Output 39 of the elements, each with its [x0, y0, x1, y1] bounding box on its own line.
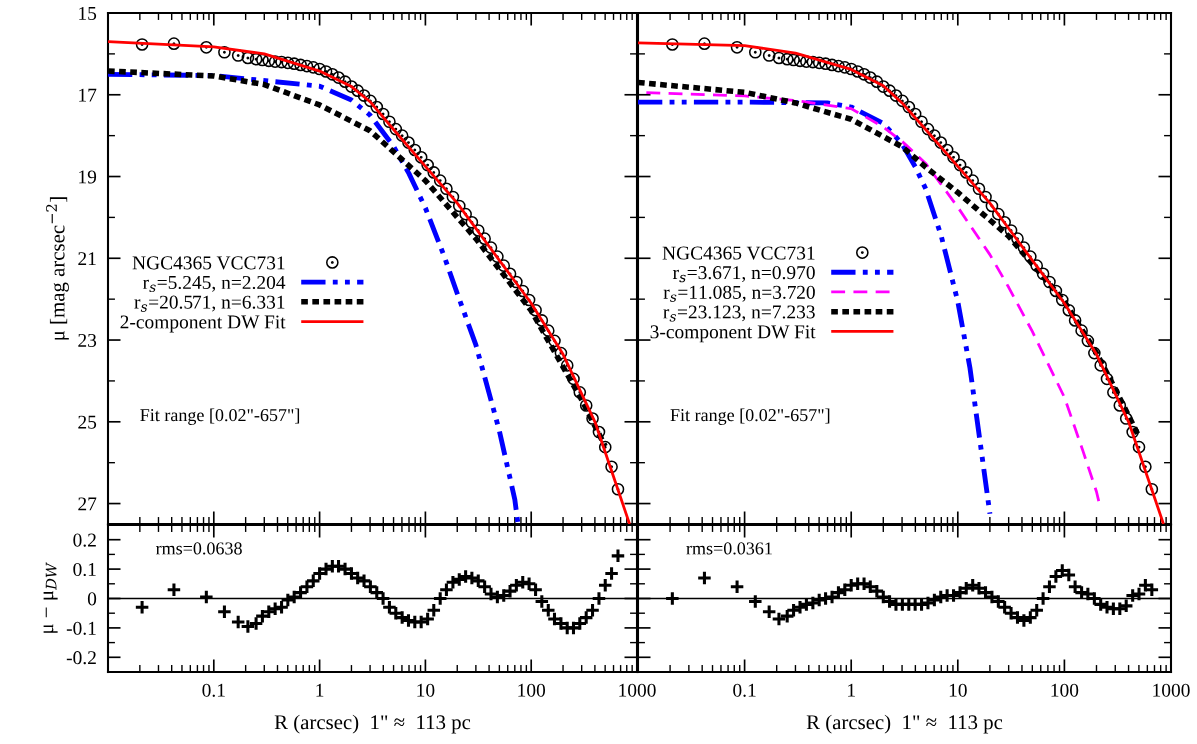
legend-label: r$_{s}$=11.085, n=3.720	[663, 285, 815, 302]
annotation: rms=0.0361	[686, 542, 772, 555]
legend-label: NGC4365 VCC731	[662, 246, 815, 260]
y-tick-label: 21	[78, 252, 96, 266]
annotation: rms=0.0638	[155, 542, 242, 555]
legend-label: 2-component DW Fit	[120, 315, 286, 333]
x-tick-label: 1	[848, 683, 855, 697]
x-axis-title: R (arcsec) 1" ≈ 113 pc	[806, 714, 1003, 734]
y-tick-label: 25	[78, 415, 97, 429]
y-tick-label: 15	[79, 6, 97, 20]
legend-label: r$_{s}$=5.245, n=2.204	[142, 275, 286, 293]
y-tick-label: 0	[87, 592, 97, 606]
x-axis-title: R (arcsec) 1" ≈ 113 pc	[274, 714, 471, 734]
x-tick-label: 10	[949, 683, 967, 697]
y-axis-title: μ [mag arcsec$^{−2}$]	[45, 197, 69, 340]
y-tick-label: 23	[78, 333, 97, 347]
y-tick-label: -0.2	[66, 651, 96, 665]
annotation: Fit range [0.02"-657"]	[670, 408, 830, 425]
x-tick-label: 1000	[619, 683, 656, 697]
x-tick-label: 0.1	[202, 683, 225, 697]
y-tick-label: 0.1	[73, 562, 96, 577]
y-tick-label: 19	[79, 170, 97, 184]
legend-label: r$_{s}$=3.671, n=0.970	[672, 266, 815, 283]
x-tick-label: 1000	[1153, 683, 1190, 697]
legend-label: NGC4365 VCC731	[132, 256, 285, 270]
y-tick-label: 27	[78, 497, 97, 511]
x-tick-label: 100	[1051, 683, 1079, 697]
x-tick-label: 100	[518, 683, 546, 697]
y-axis-title: μ − μ$_{DW}$	[43, 562, 58, 633]
x-tick-label: 0.1	[733, 683, 756, 697]
annotation: Fit range [0.02"-657"]	[140, 408, 300, 425]
legend-label: r$_{s}$=20.571, n=6.331	[134, 295, 285, 312]
y-tick-label: 0.2	[73, 533, 96, 547]
legend-label: 3-component DW Fit	[650, 325, 816, 343]
x-tick-label: 10	[417, 683, 435, 697]
y-tick-label: 17	[79, 88, 97, 102]
y-tick-label: -0.1	[66, 621, 96, 635]
legend-label: r$_{s}$=23.123, n=7.233	[663, 305, 815, 322]
x-tick-label: 1	[316, 683, 324, 697]
